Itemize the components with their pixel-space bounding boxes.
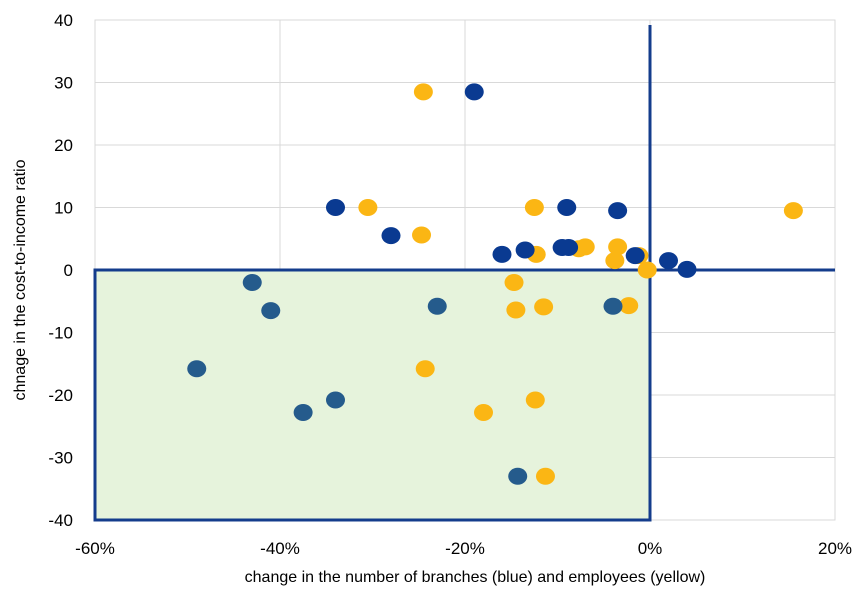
employee-point (413, 83, 433, 101)
y-tick-label: -40 (48, 511, 73, 530)
branch-point (464, 83, 484, 101)
employee-point (575, 238, 595, 256)
x-tick-label: -60% (75, 539, 115, 558)
branch-point (427, 297, 447, 315)
employee-point (358, 199, 378, 216)
y-tick-label: 40 (54, 11, 73, 30)
branch-point (608, 202, 628, 220)
data-points (187, 83, 803, 485)
y-tick-label: 10 (54, 199, 73, 218)
employee-point (608, 238, 628, 256)
shaded-quadrant (93, 268, 652, 522)
y-tick-label: 0 (64, 261, 73, 280)
employee-point (504, 274, 524, 291)
branch-point (625, 247, 645, 265)
y-tick-label: -20 (48, 386, 73, 405)
employee-point (525, 391, 545, 409)
x-tick-label: 0% (638, 539, 663, 558)
employee-point (535, 467, 555, 485)
y-tick-label: -30 (48, 449, 73, 468)
employee-point (412, 226, 432, 244)
x-tick-labels: -60% -40% -20% 0% 20% (75, 539, 852, 558)
branch-point (559, 239, 579, 256)
branch-point (492, 245, 512, 263)
employee-point (415, 360, 435, 378)
employee-point (605, 252, 625, 270)
branch-point (515, 241, 535, 259)
branch-point (659, 252, 678, 270)
branch-point (381, 227, 401, 245)
y-tick-labels: -40 -30 -20 -10 0 10 20 30 40 (48, 11, 73, 530)
branch-point (508, 467, 528, 485)
employee-point (783, 202, 803, 220)
y-tick-label: 30 (54, 74, 73, 93)
branch-point (326, 391, 345, 409)
branch-point (242, 274, 262, 291)
employee-point (506, 301, 526, 319)
y-axis-title: chnage in the cost-to-income ratio (12, 159, 29, 400)
branch-point (326, 199, 345, 216)
branch-point (557, 199, 577, 216)
x-tick-label: -40% (260, 539, 300, 558)
x-axis-title: change in the number of branches (blue) … (245, 569, 706, 586)
employee-point (524, 199, 544, 216)
y-tick-label: -10 (48, 324, 73, 343)
x-tick-label: 20% (818, 539, 852, 558)
branch-point (677, 260, 697, 278)
employee-point (619, 297, 639, 315)
employee-point (534, 298, 554, 316)
employee-point (637, 261, 657, 279)
branch-point (187, 360, 207, 378)
employee-point (474, 404, 493, 421)
branch-point (293, 404, 313, 421)
quadrant-box (93, 268, 652, 522)
x-tick-label: -20% (445, 539, 485, 558)
branch-point (603, 297, 623, 315)
branch-point (261, 302, 281, 320)
y-tick-label: 20 (54, 136, 73, 155)
